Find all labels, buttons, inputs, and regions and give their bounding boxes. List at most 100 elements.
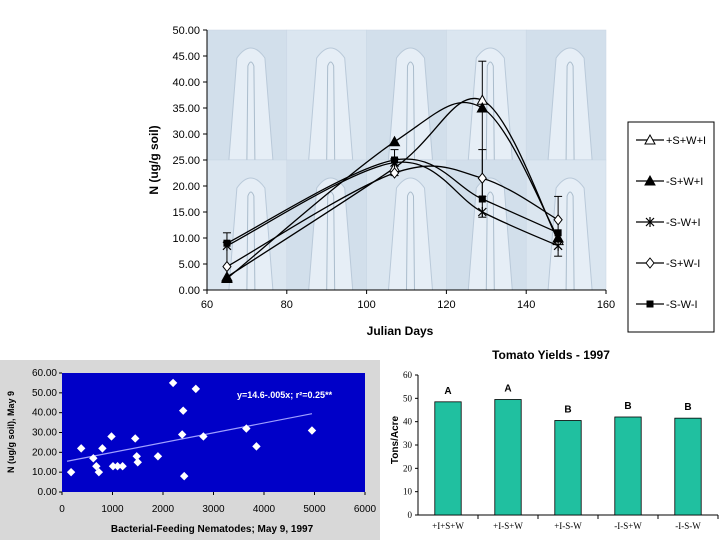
y-tick-label: 60 <box>403 370 413 380</box>
series-line <box>226 97 559 278</box>
series-marker <box>391 156 399 164</box>
scatter-point <box>89 454 98 463</box>
series-marker <box>477 207 487 217</box>
series-line <box>226 161 559 247</box>
y-tick-label: 0.00 <box>179 285 200 297</box>
y-tick-label: 30.00 <box>172 129 200 141</box>
x-tick-label: 140 <box>517 299 535 311</box>
nematode-stylet-shape <box>405 61 415 161</box>
series-marker <box>478 195 486 203</box>
scatter-y-ticks: 0.00 10.00 20.00 30.00 40.00 50.00 60.00 <box>32 368 62 498</box>
series-line <box>226 165 559 268</box>
y-tick-label: 45.00 <box>172 51 200 63</box>
scatter-point <box>66 467 76 477</box>
y-tick-label: 15.00 <box>172 207 200 219</box>
y-tick-label: 0.00 <box>38 487 58 498</box>
scatter-point <box>180 471 189 481</box>
line-chart: 0.00 5.00 10.00 15.00 20.00 25.00 30.00 35.00 40… <box>147 25 715 338</box>
nematode-stylet-shape <box>326 61 336 161</box>
nematode-stylet-shape <box>405 191 415 291</box>
significance-letter: A <box>444 386 451 397</box>
nematode-stylet-shape <box>565 61 575 161</box>
nematode-head-shape <box>308 47 354 161</box>
legend-label: -S+W+I <box>666 176 703 188</box>
scatter-chart: 0.00 10.00 20.00 30.00 40.00 50.00 60.00 0 1000… <box>0 360 380 540</box>
significance-letter: B <box>564 405 571 416</box>
y-tick-label: 35.00 <box>172 103 200 115</box>
bar-chart-category-labels: +I+S+W +I-S+W +I-S-W -I-S+W -I-S-W <box>432 515 719 531</box>
scatter-x-label: Bacterial-Feeding Nematodes; May 9, 1997 <box>111 524 314 535</box>
legend-box <box>627 121 715 333</box>
y-tick-label: 40.00 <box>32 408 57 419</box>
nematode-stylet-shape <box>485 191 495 291</box>
series-marker <box>476 101 489 113</box>
series-marker <box>644 174 656 186</box>
scatter-point <box>94 467 104 477</box>
x-tick-label: 100 <box>357 299 375 311</box>
y-tick-label: 60.00 <box>32 368 57 379</box>
significance-letter: B <box>624 401 631 412</box>
scatter-point <box>92 462 101 471</box>
legend-label: -S-W-I <box>666 299 698 311</box>
series-marker <box>645 217 655 227</box>
nematode-stylet-shape <box>246 191 256 291</box>
series-marker <box>645 257 655 269</box>
scatter-point <box>118 462 127 471</box>
y-tick-label: 5.00 <box>179 259 200 271</box>
series-line <box>226 101 559 280</box>
scatter-point <box>307 426 317 435</box>
category-label: -I-S+W <box>614 521 642 531</box>
y-tick-label: 40.00 <box>172 77 200 89</box>
line-chart-legend: +S+W+I -S+W+I -S-W+I -S+W-I -S-W-I <box>627 121 715 333</box>
nematode-head-shape <box>547 177 593 291</box>
y-tick-label: 20.00 <box>172 181 200 193</box>
x-tick-label: 6000 <box>354 504 377 515</box>
bar <box>614 416 642 516</box>
bar-chart-y-label: Tons/Acre <box>390 415 401 464</box>
significance-letter: B <box>684 402 691 413</box>
scatter-point <box>242 424 251 433</box>
y-tick-label: 10.00 <box>172 233 200 245</box>
bar-chart-title: Tomato Yields - 1997 <box>492 348 610 362</box>
nematode-head-shape <box>387 177 434 291</box>
y-tick-label: 50.00 <box>32 388 57 399</box>
scatter-point <box>178 406 188 415</box>
scatter-point <box>191 384 201 394</box>
x-tick-label: 160 <box>597 299 615 311</box>
series-marker <box>644 133 656 145</box>
scatter-x-ticks: 0 1000 2000 3000 4000 5000 6000 <box>59 492 377 515</box>
scatter-y-label: N (ug/g soil), May 9 <box>6 391 16 473</box>
series-marker <box>554 229 562 237</box>
y-tick-label: 50 <box>403 393 413 403</box>
scatter-trendline <box>66 413 313 462</box>
bar-chart-significance-letters: A A B B B <box>444 384 691 416</box>
scatter-point <box>252 442 261 451</box>
nematode-stylet-shape <box>565 191 575 291</box>
scatter-annotation: y=14.6-.005x; r²=0.25** <box>237 390 333 400</box>
x-tick-label: 5000 <box>303 504 326 515</box>
y-tick-label: 30.00 <box>32 428 57 439</box>
series-marker <box>222 260 232 273</box>
bar <box>434 401 462 516</box>
bar-chart-bars <box>434 399 702 516</box>
y-tick-label: 30 <box>403 440 413 450</box>
line-chart-y-label: N (ug/g soil) <box>147 125 161 194</box>
nematode-head-shape <box>467 177 513 291</box>
series-marker <box>388 135 401 147</box>
category-label: +I-S-W <box>554 521 582 531</box>
series-marker <box>221 272 233 284</box>
bar <box>494 399 522 516</box>
x-tick-label: 2000 <box>152 504 175 515</box>
category-label: +I-S+W <box>493 521 523 531</box>
x-tick-label: 0 <box>59 504 65 515</box>
scatter-point <box>76 444 86 453</box>
scatter-points <box>66 378 317 481</box>
x-tick-label: 3000 <box>202 504 225 515</box>
series-marker <box>477 172 487 185</box>
nematode-head-shape <box>228 177 274 291</box>
nematode-head-shape <box>547 47 593 161</box>
bar-chart: Tomato Yields - 1997 0 10 20 30 40 50 60 A A B B B… <box>390 348 719 531</box>
scatter-point <box>133 458 142 467</box>
trendline <box>66 413 313 462</box>
x-tick-label: 80 <box>281 299 293 311</box>
